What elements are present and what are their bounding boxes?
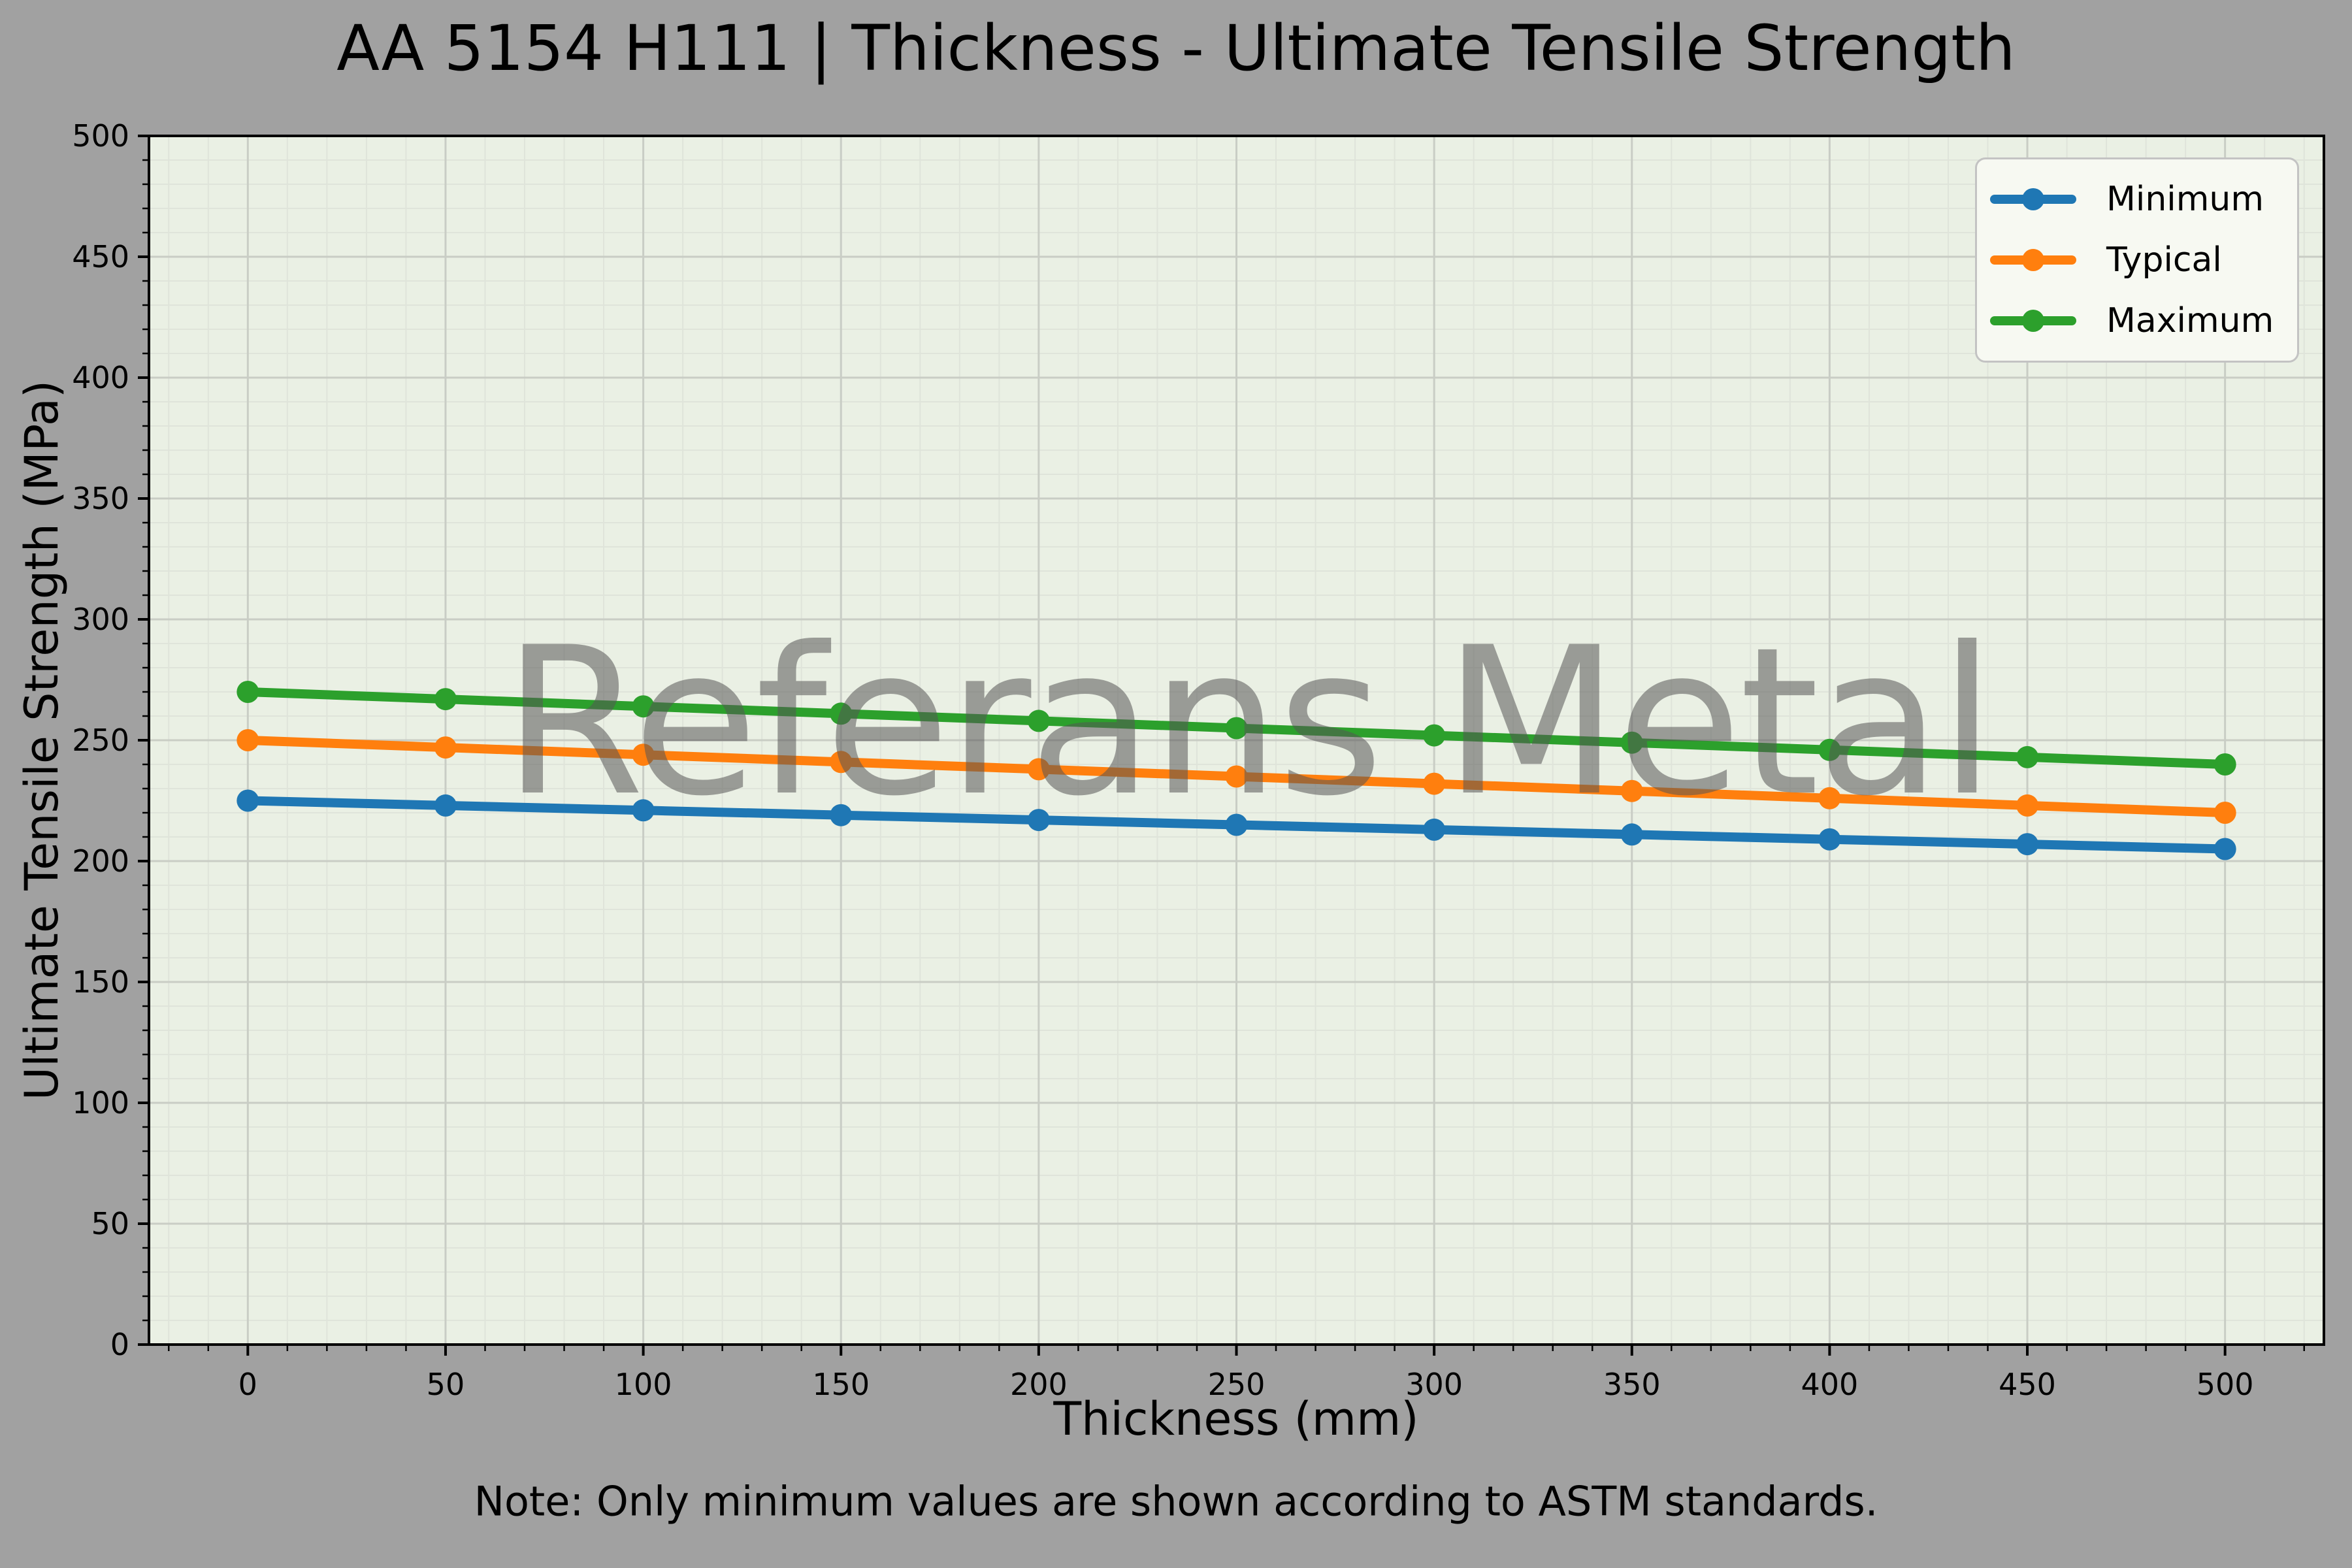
data-point-minimum [1818,828,1841,851]
y-tick-label: 0 [110,1327,129,1362]
y-tick-label: 450 [72,239,129,274]
data-point-minimum [830,804,853,826]
data-point-minimum [2213,838,2236,860]
x-tick-label: 50 [426,1367,465,1402]
data-point-typical [1225,765,1248,788]
data-point-typical [1818,787,1841,809]
data-point-maximum [1620,731,1643,754]
data-point-maximum [2213,753,2236,776]
y-tick-label: 400 [72,360,129,395]
x-axis-label: Thickness (mm) [1053,1392,1419,1446]
data-point-minimum [1620,823,1643,846]
legend-item-label: Maximum [2106,301,2274,341]
x-tick-label: 0 [238,1367,257,1402]
footnote-text: Note: Only minimum values are shown acco… [474,1477,1878,1526]
data-point-typical [434,736,457,759]
data-point-typical [2213,802,2236,824]
data-point-typical [1423,772,1446,795]
data-point-maximum [2016,745,2039,768]
data-point-minimum [1225,813,1248,836]
y-tick-label: 500 [72,118,129,154]
data-point-maximum [632,695,655,718]
data-point-maximum [237,681,259,703]
data-point-typical [2016,794,2039,817]
legend-line-sample [1990,188,2076,210]
data-point-maximum [830,702,853,725]
data-point-minimum [632,799,655,822]
data-point-maximum [1423,724,1446,747]
legend-item-label: Typical [2106,240,2222,280]
data-point-typical [830,751,853,774]
x-tick-label: 200 [1009,1367,1068,1402]
legend-item-minimum: Minimum [1977,169,2297,229]
legend-item-label: Minimum [2106,179,2264,219]
x-tick-label: 450 [1999,1367,2056,1402]
y-tick-label: 150 [72,964,129,1000]
data-point-minimum [237,789,259,812]
data-point-maximum [1818,738,1841,761]
legend-line-sample [1990,310,2076,333]
y-tick-label: 100 [72,1085,129,1120]
data-point-typical [632,743,655,766]
legend: Minimum Typical Maximum [1975,157,2299,363]
x-tick-label: 300 [1405,1367,1463,1402]
data-point-typical [1620,779,1643,802]
legend-line-sample [1990,248,2076,271]
data-point-maximum [1027,710,1050,732]
y-tick-label: 250 [72,723,129,758]
data-point-minimum [2016,833,2039,856]
data-point-minimum [1027,809,1050,832]
legend-item-typical: Typical [1977,229,2297,290]
watermark-text: Referans Metal [502,603,1996,841]
data-point-maximum [1225,717,1248,740]
data-point-typical [1027,758,1050,781]
x-tick-label: 100 [614,1367,672,1402]
legend-item-maximum: Maximum [1977,291,2297,351]
x-tick-label: 500 [2196,1367,2254,1402]
chart-title: AA 5154 H111 | Thickness - Ultimate Tens… [336,12,2016,85]
data-point-minimum [1423,818,1446,841]
y-axis-label: Ultimate Tensile Strength (MPa) [15,380,69,1101]
x-tick-label: 150 [812,1367,870,1402]
x-tick-label: 250 [1207,1367,1266,1402]
x-tick-label: 350 [1603,1367,1661,1402]
data-point-maximum [434,688,457,711]
x-tick-label: 400 [1801,1367,1859,1402]
y-tick-label: 350 [72,481,129,516]
data-point-minimum [434,794,457,817]
y-tick-label: 50 [91,1206,129,1241]
y-tick-label: 300 [72,602,129,637]
data-point-typical [237,729,259,751]
y-tick-label: 200 [72,843,129,879]
